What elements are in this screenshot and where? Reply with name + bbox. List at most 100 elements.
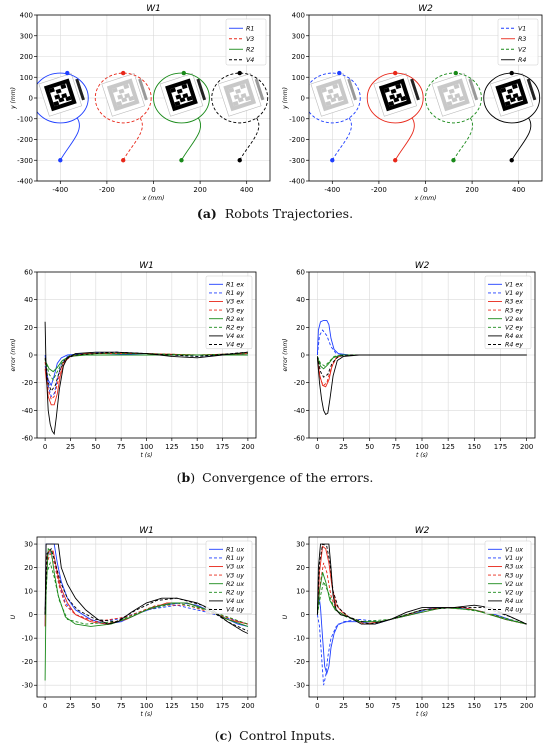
tag-wheel [468,78,479,101]
chart-title: W1 [146,4,161,14]
tag-inner [228,83,252,107]
x-tick-label: 0 [43,443,47,451]
legend-box [205,275,253,350]
tag-wheel [410,78,420,101]
legend-label: R2 ux [226,581,244,588]
x-tick-label: -200 [371,186,387,194]
tag-cell [54,94,61,100]
series-V4-ey [44,351,248,392]
series-V1-circle [309,72,361,124]
tag-cell [179,97,186,103]
x-tick-label: 150 [191,702,204,710]
tag-inner [442,83,465,107]
legend-label: V3 ex [226,299,244,306]
series-R4-start-point [509,158,514,163]
y-tick-label: -30 [22,682,33,690]
tag-cell [388,100,395,107]
legend-label: R4 ux [505,598,523,605]
legend-label: R4 ex [505,333,523,340]
legend: R1 V3 R2 V4 [225,18,267,66]
tag-cell [509,97,516,103]
caption-b: (b) Convergence of the errors. [177,470,374,485]
series-R4-approach [511,117,532,161]
tag-inner [170,83,193,107]
legend-label: R1 ey [226,290,244,297]
tag-cell [458,95,465,102]
tag-inner [500,83,524,107]
tag-cell [55,88,62,94]
tag-cell [396,93,403,99]
tag-cell [325,100,332,107]
aruco-tag-icon [38,73,85,117]
series-V1-approach [331,117,352,161]
x-tick-label: 0 [315,443,319,451]
y-tick-label: 20 [296,564,305,572]
chart-title: W1 [139,526,154,536]
plot-area [37,70,269,163]
legend-label: R1 ux [226,547,244,554]
series-R3-start-point [393,158,398,163]
x-tick-label: 400 [240,186,253,194]
x-tick-label: 75 [391,702,400,710]
x-tick-label: 125 [165,443,178,451]
series-V2-approach [453,117,473,161]
y-axis-label: U [282,614,289,619]
x-tick-label: 125 [441,702,454,710]
y-tick-label: 0 [301,352,305,360]
legend-label: V1 ux [505,547,523,554]
series-R4-ey [316,354,527,378]
tag-cell [500,87,507,93]
x-axis-label: t (s) [140,711,152,718]
y-tick-label: -60 [22,435,33,443]
legend-label: V1 uy [505,555,523,562]
tag-cell [182,93,189,99]
tag-cell [504,100,511,107]
legend-label: R4 ey [505,342,523,349]
y-tick-label: 40 [24,296,33,304]
series-R1-start-point [58,158,63,163]
tag-inner [111,83,135,107]
y-tick-label: -20 [294,379,305,387]
tag-cell [393,97,400,103]
aruco-tag-icon [310,73,357,117]
chart-2: -400 -200 0 200 400 -400 -300 -200 -100 0 100 200 30… [282,4,543,202]
caption-c: (c) Control Inputs. [215,728,335,743]
legend-label: R4 [518,57,526,64]
tag-cell [454,93,461,99]
series-V4-ex [44,321,248,436]
series-V4-approach [239,117,260,161]
series-V2-circle [425,72,482,124]
x-tick-label: -400 [324,186,340,194]
caption-a: (a) Robots Trajectories. [197,206,353,221]
x-tick-label: 125 [441,443,454,451]
tag-cell [116,100,123,107]
y-tick-label: 30 [296,541,305,549]
legend-box [497,18,539,66]
tag-cell [516,95,523,102]
series-V2-uy [316,580,527,625]
series-V4-uy [44,547,249,632]
y-tick-label: -300 [17,157,33,165]
y-tick-label: -20 [22,379,33,387]
x-tick-label: 100 [140,702,153,710]
series-V4-target-point [237,70,242,76]
tag-cell [505,94,512,100]
series-V3-target-point [121,70,126,76]
x-tick-label: 200 [193,186,206,194]
tag-inner [320,83,344,107]
aruco-tag-icon [159,73,207,117]
y-axis-label: y (mm) [282,87,289,110]
legend-label: V1 ex [505,282,523,289]
legend-box [484,540,532,615]
caption-a-text: Robots Trajectories. [225,206,353,221]
caption-a-label: (a) [197,206,217,221]
tag-wheel [526,78,537,101]
legend-label: R4 uy [505,607,523,614]
tag-cell [124,93,131,99]
tag-cell [512,93,519,99]
legend-label: R3 ex [505,299,523,306]
y-tick-label: -60 [294,435,305,443]
y-tick-label: -20 [294,658,305,666]
tag-inner [48,83,72,107]
chart-5: 0 25 50 75 100 125 150 175 200 -30 -20 -10 0 10 20 30 W1… [10,526,257,718]
